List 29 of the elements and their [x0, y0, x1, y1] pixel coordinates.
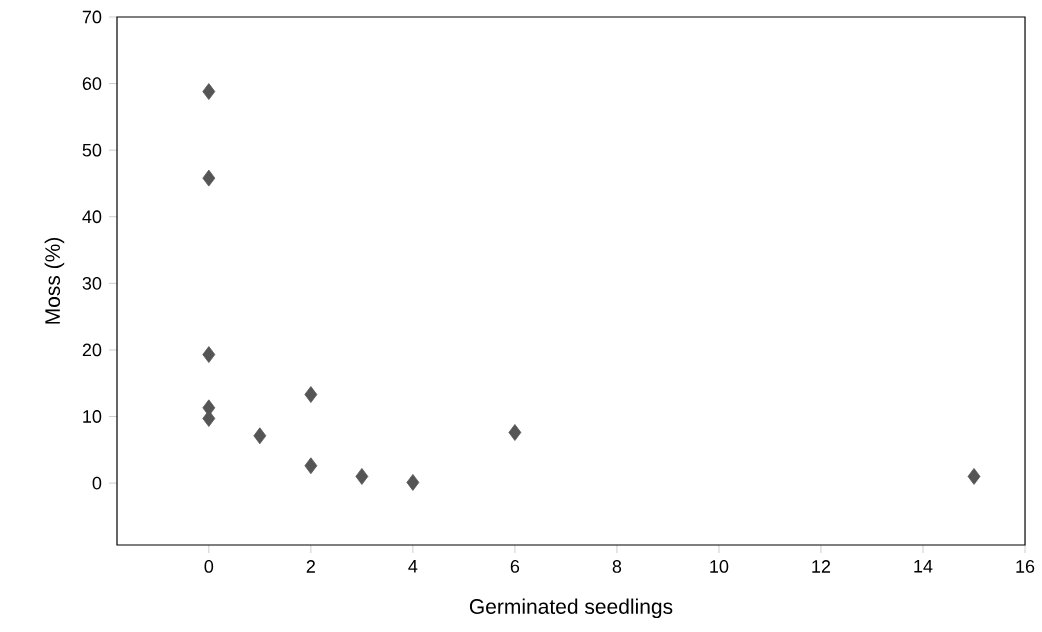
y-axis-title: Moss (%) — [44, 238, 65, 324]
x-axis-title: Germinated seedlings — [469, 598, 673, 619]
x-tick-label: 10 — [710, 560, 729, 573]
y-tick-label: 40 — [82, 210, 102, 224]
y-tick-label: 60 — [82, 77, 102, 90]
x-tick-label: 16 — [1016, 560, 1035, 573]
point — [406, 474, 420, 491]
y-tick-label: 50 — [82, 143, 102, 157]
point — [202, 346, 216, 363]
point — [304, 457, 318, 475]
y-tick-label: 70 — [82, 10, 102, 24]
point — [202, 83, 216, 100]
point — [253, 427, 267, 445]
point — [355, 468, 369, 485]
point — [508, 424, 522, 441]
x-tick-label: 4 — [408, 560, 418, 573]
y-tick-label: 10 — [83, 410, 102, 423]
point — [304, 386, 318, 403]
point — [967, 468, 981, 485]
x-tick-label: 0 — [204, 560, 214, 573]
x-tick-label: 6 — [510, 560, 520, 573]
x-tick-label: 14 — [914, 560, 933, 573]
y-tick-label: 20 — [82, 343, 102, 357]
x-tick-label: 8 — [612, 560, 622, 573]
x-tick-label: 12 — [812, 560, 831, 573]
x-tick-label: 2 — [306, 560, 315, 573]
point — [202, 169, 216, 187]
y-tick-label: 30 — [82, 276, 102, 290]
y-tick-label: 0 — [92, 476, 102, 490]
